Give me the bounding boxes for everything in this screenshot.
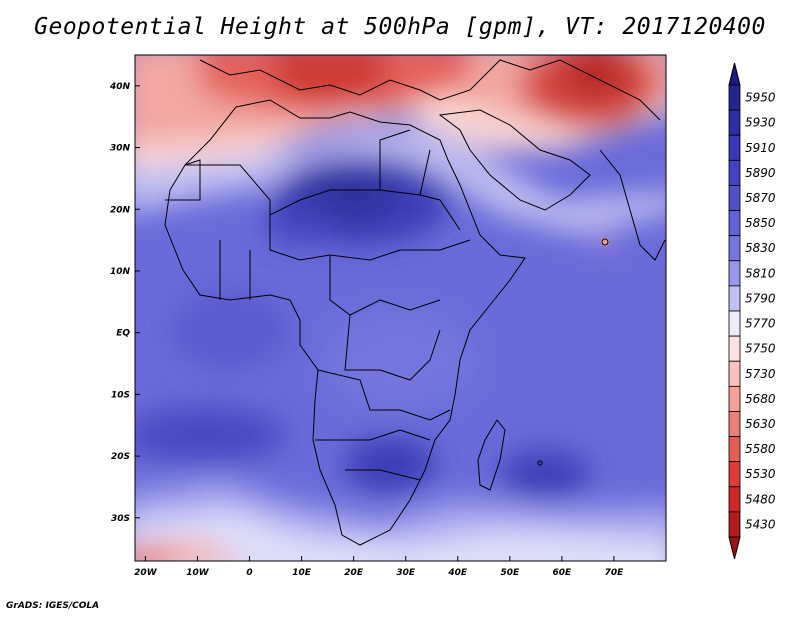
colorbar-swatch [728, 486, 741, 513]
colorbar-label: 5790 [745, 291, 776, 305]
colorbar-label: 5770 [745, 317, 776, 331]
lon-tick-label: 30E [396, 568, 416, 578]
country-borders [185, 129, 471, 481]
plot-frame [134, 54, 667, 562]
colorbar-swatch [728, 159, 741, 186]
madagascar-coastline [477, 419, 506, 491]
lon-tick-label: 40E [447, 568, 468, 578]
colorbar-bottom-triangle [728, 536, 741, 560]
colorbar-label: 5530 [745, 467, 776, 481]
colorbar-label: 5580 [745, 442, 776, 456]
lon-tick-label: 60E [553, 568, 573, 578]
colorbar: 5950 5930 5910 5890 5870 5850 5830 5810 5790 5770… [728, 62, 776, 560]
colorbar-label: 5890 [745, 166, 776, 180]
colorbar-swatch [728, 185, 741, 211]
colorbar-label: 5870 [745, 191, 776, 205]
india-coastline [599, 149, 666, 261]
lat-tick-label: 20N [110, 205, 131, 215]
western-sahara-border [165, 159, 201, 201]
longitude-axis: 20W 10W 0 10E 20E 30E 40E 50E 60E 70E [134, 556, 624, 578]
lon-tick-label: 50E [500, 568, 520, 578]
colorbar-label: 5930 [745, 116, 776, 130]
colorbar-label: 5810 [745, 266, 776, 280]
lat-tick-label: EQ [116, 329, 130, 339]
africa-coastline [164, 99, 526, 546]
colorbar-swatch [728, 411, 741, 437]
colorbar-label: 5480 [745, 492, 776, 506]
colorbar-swatch [728, 84, 741, 111]
lon-tick-label: 10W [186, 568, 210, 578]
europe-coastline [199, 59, 661, 121]
colorbar-label: 5630 [745, 417, 776, 431]
lat-tick-label: 30S [111, 514, 130, 524]
lat-tick-label: 20S [111, 452, 130, 462]
height-field [135, 55, 666, 561]
colorbar-swatch [728, 385, 741, 412]
colorbar-swatch [728, 285, 741, 312]
lon-tick-label: 70E [605, 568, 625, 578]
colorbar-label: 5830 [745, 241, 776, 255]
coastlines [164, 59, 666, 546]
colorbar-swatch [728, 260, 741, 287]
colorbar-label: 5850 [745, 216, 776, 230]
colorbar-label: 5910 [745, 141, 776, 155]
colorbar-swatch [728, 335, 741, 362]
colorbar-top-triangle [728, 62, 741, 86]
lon-tick-label: 10E [292, 568, 312, 578]
colorbar-swatch [728, 109, 741, 136]
colorbar-label: 5750 [745, 342, 776, 356]
colorbar-swatch [728, 511, 741, 538]
colorbar-label: 5430 [745, 517, 776, 531]
lon-tick-label: 20E [344, 568, 364, 578]
colorbar-swatch [728, 360, 741, 387]
colorbar-label: 5950 [745, 91, 776, 105]
colorbar-swatch [728, 134, 741, 161]
colorbar-label: 5730 [745, 367, 776, 381]
colorbar-swatch [728, 461, 741, 488]
lon-tick-label: 0 [246, 568, 252, 578]
lat-tick-label: 10S [111, 390, 130, 400]
lat-tick-label: 30N [110, 144, 131, 154]
colorbar-swatch [728, 210, 741, 237]
lon-tick-label: 20W [134, 568, 158, 578]
colorbar-swatch [728, 310, 741, 337]
map-title: Geopotential Height at 500hPa [gpm], VT:… [34, 14, 766, 40]
colorbar-swatch [728, 436, 741, 463]
lat-tick-label: 10N [110, 267, 131, 277]
arabia-coastline [438, 109, 591, 211]
grads-credit: GrADS: IGES/COLA [6, 601, 100, 611]
colorbar-label: 5680 [745, 392, 776, 406]
colorbar-swatch [728, 235, 741, 262]
latitude-axis: 40N 30N 20N 10N EQ 10S 20S 30S [109, 82, 140, 524]
lat-tick-label: 40N [109, 82, 131, 92]
